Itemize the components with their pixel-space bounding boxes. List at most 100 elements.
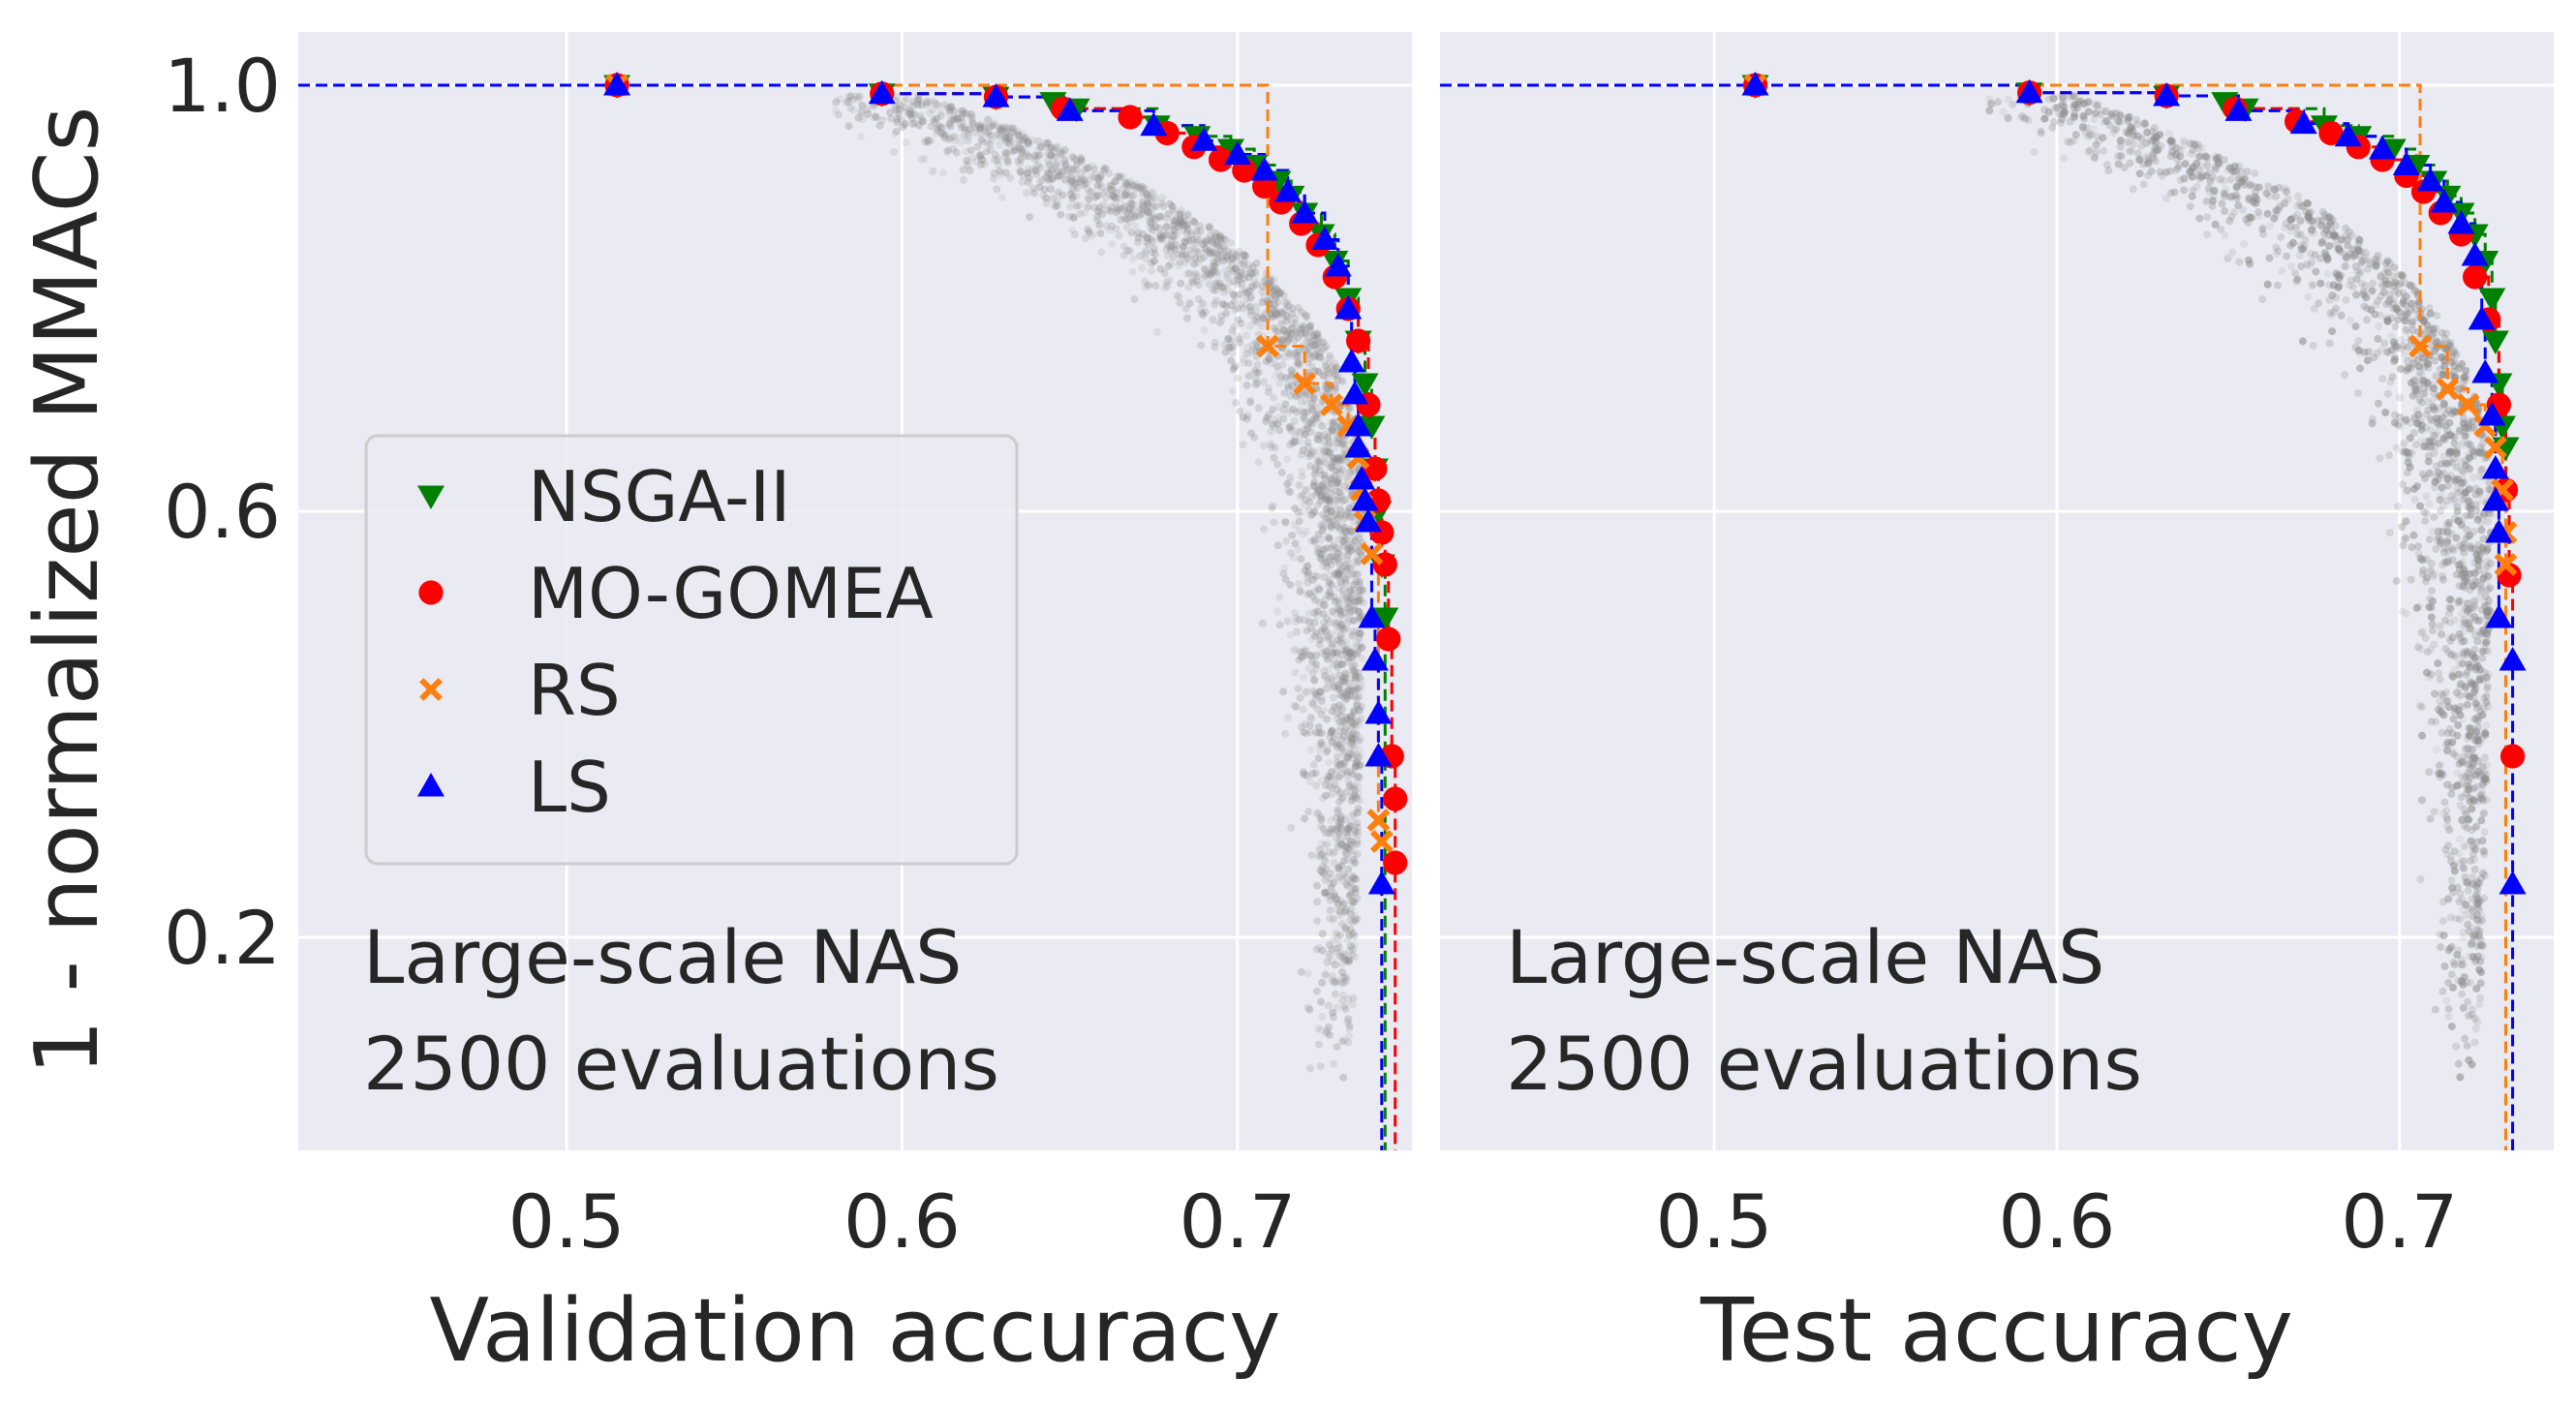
evaluation-point — [2476, 488, 2484, 496]
evaluation-point — [1339, 1074, 1347, 1082]
evaluation-point — [2274, 282, 2282, 290]
evaluation-point — [1325, 1002, 1333, 1010]
evaluation-point — [1317, 536, 1325, 544]
evaluation-point — [1276, 290, 1284, 297]
evaluation-point — [1247, 429, 1255, 437]
evaluation-point — [2473, 916, 2481, 924]
evaluation-point — [945, 120, 953, 128]
evaluation-point — [2411, 496, 2419, 504]
evaluation-point — [2189, 193, 2196, 200]
evaluation-point — [2466, 532, 2473, 539]
evaluation-point — [2456, 597, 2464, 605]
evaluation-point — [1286, 488, 1294, 496]
evaluation-point — [1342, 873, 1350, 881]
evaluation-point — [878, 116, 886, 124]
evaluation-point — [1243, 415, 1251, 423]
evaluation-point — [2464, 701, 2471, 709]
evaluation-point — [2240, 240, 2248, 248]
evaluation-point — [1340, 857, 1348, 865]
evaluation-point — [2438, 484, 2446, 492]
evaluation-point — [2442, 807, 2450, 814]
evaluation-point — [1282, 537, 1290, 545]
evaluation-point — [2448, 970, 2456, 978]
evaluation-point — [1194, 229, 1202, 237]
evaluation-point — [1299, 473, 1306, 480]
evaluation-point — [1211, 301, 1218, 309]
evaluation-point — [2448, 671, 2456, 679]
evaluation-point — [1281, 518, 1289, 526]
evaluation-point — [2466, 485, 2473, 493]
evaluation-point — [2429, 621, 2437, 628]
evaluation-point — [1334, 1004, 1341, 1012]
evaluation-point — [2383, 317, 2391, 324]
evaluation-point — [1139, 202, 1147, 210]
evaluation-point — [1137, 211, 1145, 219]
evaluation-point — [1174, 223, 1181, 230]
evaluation-point — [2467, 857, 2474, 865]
evaluation-point — [2428, 613, 2436, 621]
evaluation-point — [1210, 262, 1217, 270]
evaluation-point — [1291, 702, 1299, 710]
evaluation-point — [1334, 933, 1341, 941]
evaluation-point — [2431, 357, 2438, 365]
evaluation-point — [2456, 1074, 2464, 1082]
evaluation-point — [1347, 890, 1355, 898]
evaluation-point — [1163, 230, 1171, 238]
evaluation-point — [1332, 991, 1339, 998]
evaluation-point — [1319, 931, 1327, 938]
evaluation-point — [1243, 382, 1251, 389]
evaluation-point — [1327, 816, 1334, 824]
evaluation-point — [1269, 503, 1276, 510]
evaluation-point — [1069, 213, 1077, 221]
evaluation-point — [1306, 778, 1314, 785]
evaluation-point — [1232, 399, 1240, 407]
evaluation-point — [1235, 316, 1242, 323]
evaluation-point — [1350, 558, 1358, 565]
evaluation-point — [2483, 674, 2491, 682]
evaluation-point — [1132, 185, 1140, 193]
evaluation-point — [2368, 288, 2376, 295]
evaluation-point — [1280, 389, 1288, 397]
evaluation-point — [1276, 621, 1284, 628]
evaluation-point — [2438, 329, 2446, 337]
evaluation-point — [2187, 202, 2194, 210]
evaluation-point — [1132, 223, 1140, 230]
evaluation-point — [2399, 608, 2407, 616]
evaluation-point — [952, 137, 960, 144]
evaluation-point — [2460, 865, 2468, 872]
evaluation-point — [1332, 610, 1339, 618]
evaluation-point — [1151, 282, 1159, 290]
evaluation-point — [2432, 1006, 2439, 1014]
evaluation-point — [2386, 378, 2394, 385]
evaluation-point — [983, 147, 991, 155]
evaluation-point — [1987, 100, 1995, 107]
evaluation-point — [1108, 223, 1116, 230]
evaluation-point — [2112, 125, 2120, 133]
evaluation-point — [908, 98, 916, 106]
evaluation-point — [2380, 339, 2388, 347]
evaluation-point — [1171, 208, 1179, 216]
evaluation-point — [1309, 353, 1317, 361]
evaluation-point — [2477, 795, 2485, 803]
evaluation-point — [1153, 328, 1161, 336]
evaluation-point — [1026, 213, 1033, 221]
evaluation-point — [1338, 466, 1346, 474]
evaluation-point — [2427, 646, 2435, 654]
evaluation-point — [1329, 738, 1336, 746]
evaluation-point — [2094, 102, 2101, 109]
evaluation-point — [2277, 233, 2285, 241]
evaluation-point — [910, 119, 918, 127]
evaluation-point — [1279, 688, 1287, 695]
evaluation-point — [1048, 167, 1056, 174]
evaluation-point — [2287, 215, 2295, 223]
evaluation-point — [2471, 1039, 2479, 1047]
evaluation-point — [1325, 498, 1333, 505]
evaluation-point — [1070, 166, 1078, 173]
evaluation-point — [1297, 694, 1304, 702]
evaluation-point — [2326, 309, 2334, 317]
evaluation-point — [1275, 594, 1283, 601]
evaluation-point — [2264, 281, 2272, 289]
evaluation-point — [2405, 459, 2412, 467]
evaluation-point — [1358, 655, 1365, 662]
